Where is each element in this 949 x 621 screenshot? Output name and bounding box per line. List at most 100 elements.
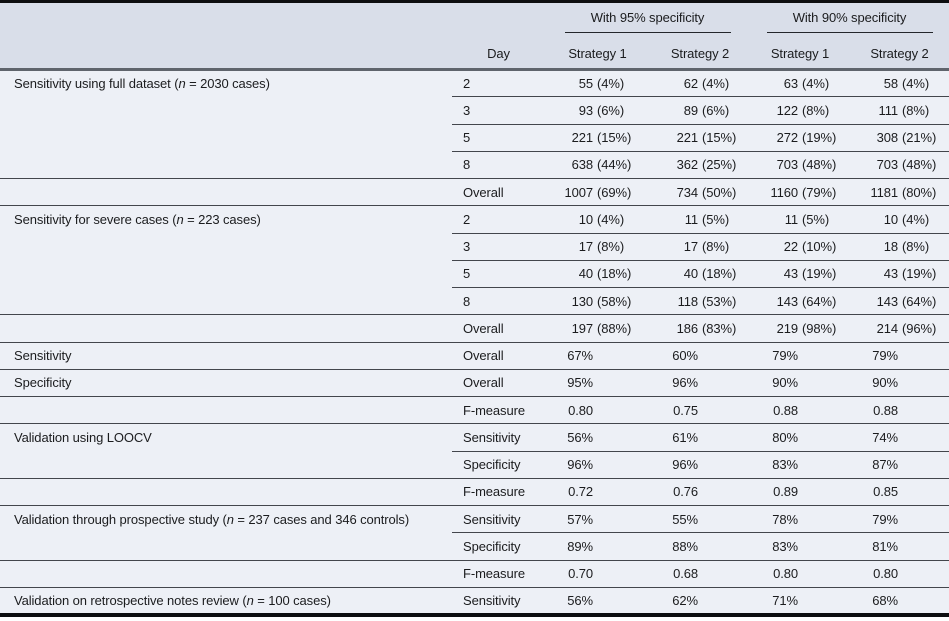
value-number: 55 [578,76,593,92]
row-label: Sensitivity using full dataset (n = 2030… [14,76,270,92]
value-number: 0.75 [673,402,698,418]
row-label: Sensitivity [0,342,452,370]
row-label [0,178,452,207]
value-number: 58 [883,76,898,92]
table-row: Sensitivity Overall 67% 60% 79% 79% [0,342,949,370]
value-percent: (64%) [902,293,937,309]
value-percent [798,430,802,445]
value-percent: (8%) [702,239,730,255]
value-percent: (4%) [702,76,730,92]
value-number: 0.88 [773,402,798,418]
value-cell: 0.88 [750,396,850,425]
metric-cell: Specificity [452,451,545,479]
col-group-95: With 95% specificity [545,2,750,40]
table-row: Specificity 89% 88% 83% 81% [0,532,949,561]
value-number: 68% [872,592,898,608]
value-percent: (48%) [802,157,837,173]
value-percent: (15%) [702,130,737,146]
value-cell: 638 (44%) [545,151,650,180]
value-cell: 83% [750,532,850,561]
value-percent [798,375,802,390]
value-number: 79% [872,511,898,527]
value-cell: 62 (4%) [650,69,750,98]
value-cell: 96% [650,369,750,398]
value-percent [798,484,802,499]
value-cell: 90% [850,369,949,398]
value-percent [593,457,597,472]
value-percent [593,593,597,608]
value-cell: 0.75 [650,396,750,425]
value-cell: 96% [650,451,750,479]
value-percent [898,512,902,527]
value-cell: 18 (8%) [850,233,949,261]
row-label [0,478,452,507]
table-row: F-measure 0.70 0.68 0.80 0.80 [0,560,949,588]
value-percent [898,457,902,472]
value-number: 143 [776,293,798,309]
value-cell: 80% [750,423,850,452]
value-number: 130 [571,293,593,309]
table-row: Sensitivity using full dataset (n = 2030… [0,69,949,98]
value-number: 638 [571,157,593,173]
row-label: Validation through prospective study (n … [14,511,410,527]
value-cell: 11 (5%) [750,205,850,234]
value-percent [698,484,702,499]
value-number: 80% [772,429,798,445]
value-cell: 0.70 [545,560,650,588]
value-number: 0.80 [568,402,593,418]
value-percent [593,539,597,554]
row-label [0,260,452,287]
row-label [0,124,452,151]
value-number: 1160 [770,184,798,200]
table-header: With 95% specificity With 90% specificit… [0,1,949,71]
row-label [0,396,452,425]
value-number: 703 [776,157,798,173]
col-group-90: With 90% specificity [750,2,949,40]
header-column-row: Day Strategy 1 Strategy 2 Strategy 1 Str… [0,39,949,71]
value-percent [798,457,802,472]
value-percent [593,430,597,445]
value-cell: 81% [850,532,949,561]
value-number: 703 [876,157,898,173]
value-cell: 143 (64%) [850,287,949,316]
value-percent: (58%) [597,293,632,309]
value-cell: 703 (48%) [750,151,850,180]
metric-cell: 5 [452,124,545,152]
value-number: 17 [578,239,593,255]
value-number: 1181 [870,184,898,200]
value-percent: (19%) [802,130,837,146]
value-percent: (21%) [902,130,937,146]
value-percent: (19%) [902,266,937,282]
value-cell: 67% [545,342,650,370]
metric-cell: F-measure [452,478,545,507]
value-cell: 60% [650,342,750,370]
value-number: 122 [776,102,798,118]
metric-cell: Overall [452,369,545,398]
col-header-strategy2-90: Strategy 2 [850,39,949,71]
value-percent: (25%) [702,157,737,173]
value-number: 79% [872,348,898,364]
value-cell: 71% [750,587,850,614]
metric-cell: Overall [452,342,545,370]
value-percent: (79%) [802,184,837,200]
value-number: 734 [676,184,698,200]
value-cell: 0.80 [750,560,850,588]
value-number: 89 [683,102,698,118]
value-number: 62 [683,76,698,92]
value-cell: 0.89 [750,478,850,507]
value-number: 118 [677,293,699,309]
value-cell: 0.72 [545,478,650,507]
value-number: 74% [872,429,898,445]
value-number: 186 [676,320,698,336]
value-percent [798,593,802,608]
metric-cell: 2 [452,205,545,234]
value-number: 11 [784,211,798,227]
value-number: 96% [672,375,698,391]
value-cell: 55% [650,505,750,534]
value-percent: (8%) [902,239,930,255]
row-label: Specificity [0,369,452,398]
value-number: 40 [683,266,698,282]
value-cell: 74% [850,423,949,452]
